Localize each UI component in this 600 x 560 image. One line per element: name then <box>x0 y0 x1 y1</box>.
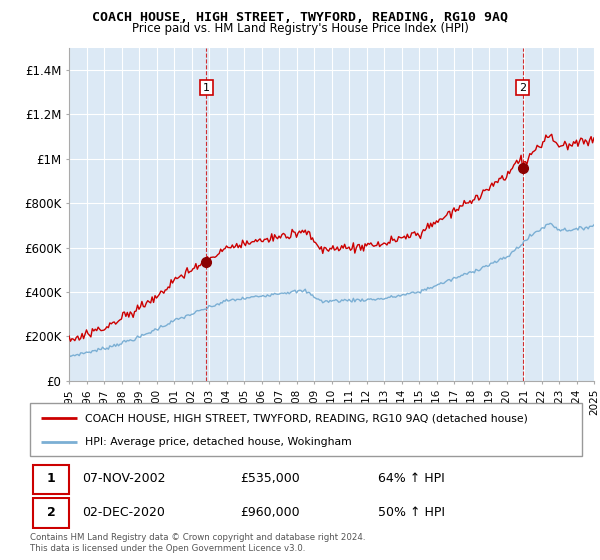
Text: COACH HOUSE, HIGH STREET, TWYFORD, READING, RG10 9AQ (detached house): COACH HOUSE, HIGH STREET, TWYFORD, READI… <box>85 413 528 423</box>
Text: 07-NOV-2002: 07-NOV-2002 <box>82 472 166 485</box>
FancyBboxPatch shape <box>33 498 68 528</box>
Text: 1: 1 <box>47 472 55 485</box>
Text: 2: 2 <box>47 506 55 519</box>
FancyBboxPatch shape <box>30 403 582 456</box>
Text: COACH HOUSE, HIGH STREET, TWYFORD, READING, RG10 9AQ: COACH HOUSE, HIGH STREET, TWYFORD, READI… <box>92 11 508 24</box>
Text: 02-DEC-2020: 02-DEC-2020 <box>82 506 166 519</box>
Text: 50% ↑ HPI: 50% ↑ HPI <box>378 506 445 519</box>
Text: £535,000: £535,000 <box>240 472 299 485</box>
Text: HPI: Average price, detached house, Wokingham: HPI: Average price, detached house, Woki… <box>85 436 352 446</box>
FancyBboxPatch shape <box>33 465 68 494</box>
Text: 1: 1 <box>203 82 210 92</box>
Text: £960,000: £960,000 <box>240 506 299 519</box>
Text: Price paid vs. HM Land Registry's House Price Index (HPI): Price paid vs. HM Land Registry's House … <box>131 22 469 35</box>
Text: Contains HM Land Registry data © Crown copyright and database right 2024.
This d: Contains HM Land Registry data © Crown c… <box>30 533 365 553</box>
Text: 64% ↑ HPI: 64% ↑ HPI <box>378 472 445 485</box>
Text: 2: 2 <box>519 82 526 92</box>
